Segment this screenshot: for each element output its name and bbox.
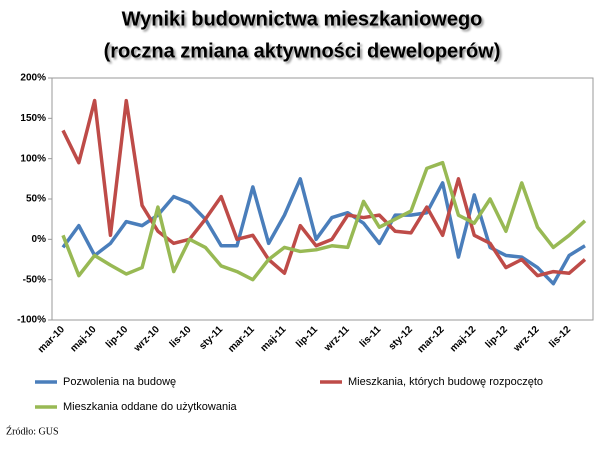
series-line [61, 160, 587, 282]
y-tick-label: 0% [32, 234, 47, 245]
chart-title: Wyniki budownictwa mieszkaniowego [122, 8, 483, 30]
y-tick-label: 200% [20, 73, 46, 84]
x-tick-label: lis-11 [358, 324, 384, 350]
x-tick-label: mar-11 [226, 324, 257, 355]
x-tick-label: wrz-11 [322, 324, 352, 354]
chart-subtitle: (roczna zmiana aktywności deweloperów) [104, 40, 501, 62]
x-tick-label: lip-11 [294, 324, 320, 350]
x-tick-label: wrz-10 [131, 324, 162, 355]
legend-label: Mieszkania oddane do użytkowania [63, 401, 238, 413]
x-tick-label: maj-11 [259, 324, 289, 354]
y-tick-label: 50% [26, 194, 46, 205]
x-tick-label: mar-10 [36, 324, 67, 355]
y-tick-label: 100% [20, 153, 46, 164]
x-tick-label: sty-12 [387, 324, 416, 353]
x-tick-label: sty-11 [197, 324, 225, 352]
x-tick-label: maj-12 [448, 324, 478, 354]
x-tick-label: lip-10 [104, 324, 131, 351]
legend-label: Mieszkania, których budowę rozpoczęto [348, 376, 543, 388]
x-tick-label: lis-12 [547, 324, 573, 350]
plot-area [51, 77, 594, 321]
y-tick-label: 150% [20, 113, 46, 124]
source: Źródło: GUS [6, 425, 59, 437]
x-tick-label: lip-12 [484, 324, 511, 351]
x-tick-label: lis-10 [168, 324, 194, 350]
x-tick-label: mar-12 [416, 324, 447, 355]
series-line [61, 98, 587, 278]
x-tick-label: wrz-12 [511, 324, 542, 355]
y-tick-label: -50% [23, 274, 46, 285]
y-tick-label: -100% [17, 315, 46, 326]
x-tick-label: maj-10 [68, 324, 98, 354]
legend-label: Pozwolenia na budowę [63, 376, 176, 388]
